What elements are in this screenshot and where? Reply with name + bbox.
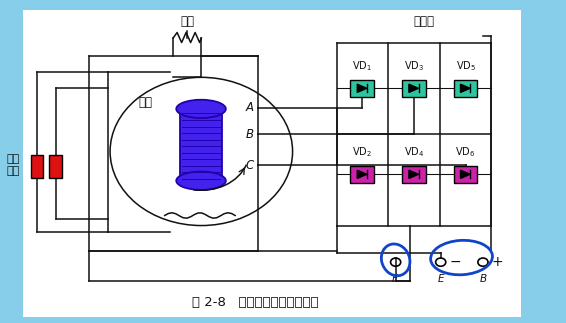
Ellipse shape (176, 172, 226, 190)
Text: 图 2-8   交流发电机工作原理图: 图 2-8 交流发电机工作原理图 (191, 296, 318, 309)
Ellipse shape (179, 101, 224, 117)
Text: B: B (479, 274, 487, 284)
Text: +: + (491, 255, 503, 269)
Bar (454, 80, 477, 97)
Text: VD$_2$: VD$_2$ (353, 145, 372, 159)
Polygon shape (357, 170, 367, 178)
Bar (402, 80, 426, 97)
Ellipse shape (176, 100, 226, 118)
Bar (454, 166, 477, 182)
Text: 转子: 转子 (138, 96, 152, 109)
Text: F: F (392, 274, 397, 284)
Text: E: E (438, 274, 444, 284)
Text: B: B (246, 128, 254, 141)
Text: VD$_5$: VD$_5$ (456, 59, 475, 73)
Bar (402, 166, 426, 182)
Text: C: C (246, 159, 254, 172)
Text: VD$_6$: VD$_6$ (456, 145, 475, 159)
Text: 滑环
电刷: 滑环 电刷 (6, 154, 19, 176)
Polygon shape (409, 84, 418, 92)
Bar (350, 80, 374, 97)
Bar (49, 155, 62, 178)
Bar (31, 155, 43, 178)
Polygon shape (409, 170, 418, 178)
Text: 定子: 定子 (180, 16, 194, 28)
Bar (350, 166, 374, 182)
Text: 整流器: 整流器 (413, 16, 434, 28)
Text: A: A (246, 101, 254, 114)
Text: −: − (449, 255, 461, 269)
Bar (181, 110, 222, 181)
Polygon shape (461, 84, 470, 92)
Polygon shape (461, 170, 470, 178)
Text: VD$_1$: VD$_1$ (353, 59, 372, 73)
Text: VD$_3$: VD$_3$ (404, 59, 424, 73)
Text: VD$_4$: VD$_4$ (404, 145, 424, 159)
Polygon shape (357, 84, 367, 92)
